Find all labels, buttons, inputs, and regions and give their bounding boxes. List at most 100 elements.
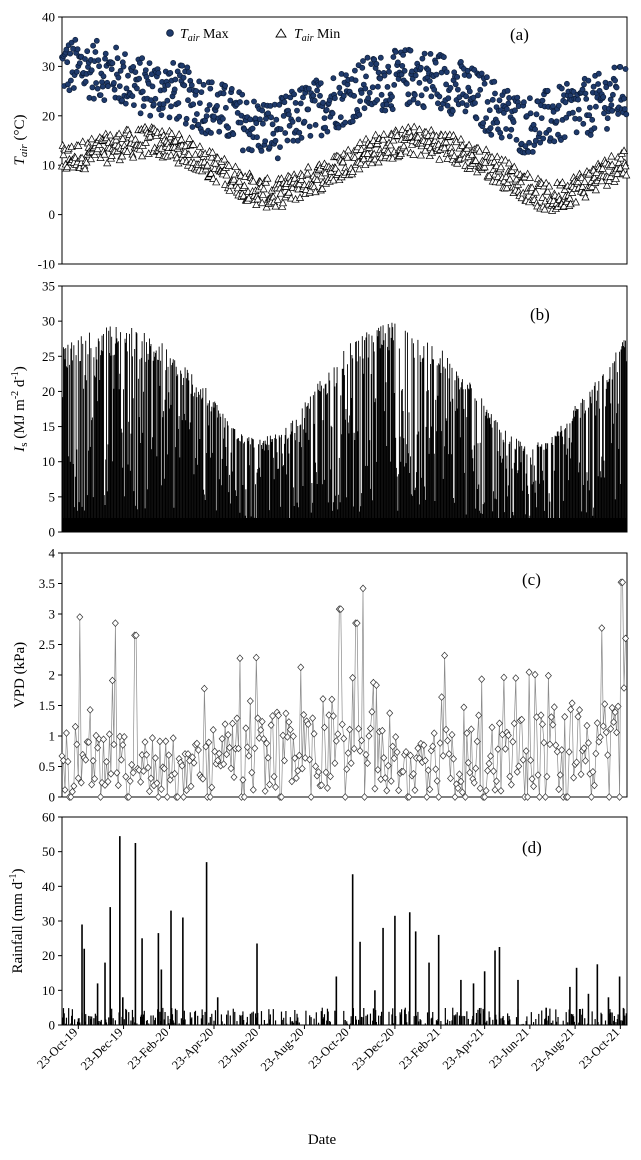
tmin-point: [613, 169, 622, 177]
vpd-point: [550, 703, 558, 711]
tmax-point: [219, 115, 226, 122]
tmax-point: [537, 139, 544, 146]
tmax-point: [208, 129, 214, 136]
vpd-point: [285, 718, 293, 726]
vpd-point: [458, 788, 466, 797]
vpd-point: [371, 784, 379, 793]
tmax-point: [320, 99, 326, 106]
x-tick-label: 23-Aug-21: [529, 1025, 578, 1074]
vpd-point: [488, 723, 496, 732]
tmin-point: [464, 140, 474, 149]
vpd-point: [68, 787, 76, 796]
tmax-point: [258, 147, 265, 154]
tmax-point: [113, 44, 119, 51]
tmin-point: [389, 135, 398, 144]
vpd-point: [298, 764, 306, 773]
tmin-point: [263, 174, 272, 182]
tmin-point: [276, 188, 285, 197]
tmax-point: [403, 80, 410, 87]
vpd-point: [540, 738, 548, 747]
vpd-point: [448, 730, 456, 739]
tmin-point: [146, 132, 155, 140]
tmin-point: [409, 150, 418, 158]
vpd-point: [346, 725, 354, 734]
tmax-point: [593, 103, 599, 110]
vpd-point: [531, 670, 539, 679]
vpd-point: [509, 737, 517, 746]
tmin-point: [616, 153, 626, 162]
tmin-point: [261, 177, 270, 186]
vpd-point: [113, 769, 121, 777]
tmax-point: [228, 86, 235, 92]
tmax-point: [454, 86, 461, 93]
tmax-point: [533, 111, 540, 118]
tmax-point: [437, 105, 444, 112]
tmin-point: [614, 158, 623, 166]
tmax-point: [146, 60, 153, 66]
tmax-point: [337, 114, 344, 121]
vpd-point: [451, 793, 459, 801]
vpd-point: [424, 766, 432, 775]
tmin-point: [621, 161, 630, 170]
vpd-point: [209, 726, 217, 734]
x-tick-label: 23-Oct-19: [34, 1025, 80, 1071]
tmin-point: [112, 135, 121, 144]
vpd-point: [189, 753, 196, 762]
tmin-point: [363, 149, 372, 157]
tmin-point: [371, 130, 380, 139]
tmax-point: [418, 92, 425, 99]
tmax-point: [547, 135, 554, 142]
vpd-point: [255, 734, 263, 742]
tmax-point: [64, 59, 71, 66]
vpd-point: [187, 782, 195, 791]
tmax-point: [158, 112, 165, 118]
tmin-point: [229, 174, 239, 183]
vpd-point: [445, 750, 453, 758]
tmin-point: [107, 151, 116, 159]
tmax-point: [407, 47, 414, 54]
tmin-point: [588, 182, 597, 190]
tmax-point: [305, 106, 312, 113]
tmin-point: [171, 136, 180, 145]
tmax-point: [510, 119, 517, 125]
vpd-point: [599, 722, 607, 730]
tmax-point: [239, 147, 246, 154]
tmax-point: [285, 111, 292, 118]
tmax-point: [587, 132, 594, 138]
tmax-point: [179, 62, 185, 69]
tmax-point: [622, 66, 629, 72]
vpd-point: [73, 740, 81, 749]
vpd-point: [91, 774, 99, 783]
vpd-point: [383, 786, 391, 795]
y-tick-label: 30: [42, 59, 55, 74]
panel-b-y-ticks: 0 5 10 15 20 25 30 35: [42, 279, 62, 540]
tmin-point: [271, 201, 280, 210]
vpd-point: [114, 781, 122, 790]
tmax-point: [171, 86, 178, 93]
vpd-point: [583, 721, 591, 730]
vpd-point: [82, 756, 90, 764]
vpd-point: [140, 767, 148, 775]
tmax-point: [484, 99, 491, 105]
tmin-point: [379, 129, 388, 138]
vpd-point: [393, 748, 401, 756]
vpd-point: [340, 734, 348, 743]
y-tick-label: 30: [42, 914, 55, 929]
vpd-point: [116, 732, 124, 741]
tmax-point: [130, 64, 137, 70]
tmax-point: [253, 120, 260, 127]
tmin-point: [166, 150, 176, 159]
tmax-point: [374, 97, 380, 103]
vpd-point: [538, 720, 546, 729]
tmax-point: [449, 108, 456, 114]
tmax-point: [71, 85, 77, 91]
tmax-point: [282, 130, 289, 136]
vpd-point: [372, 681, 380, 690]
tmax-point: [613, 84, 620, 91]
vpd-point: [292, 774, 300, 782]
vpd-point: [500, 673, 508, 682]
tmax-point: [239, 91, 246, 98]
tmin-point: [415, 125, 424, 133]
tmin-point: [622, 170, 631, 179]
